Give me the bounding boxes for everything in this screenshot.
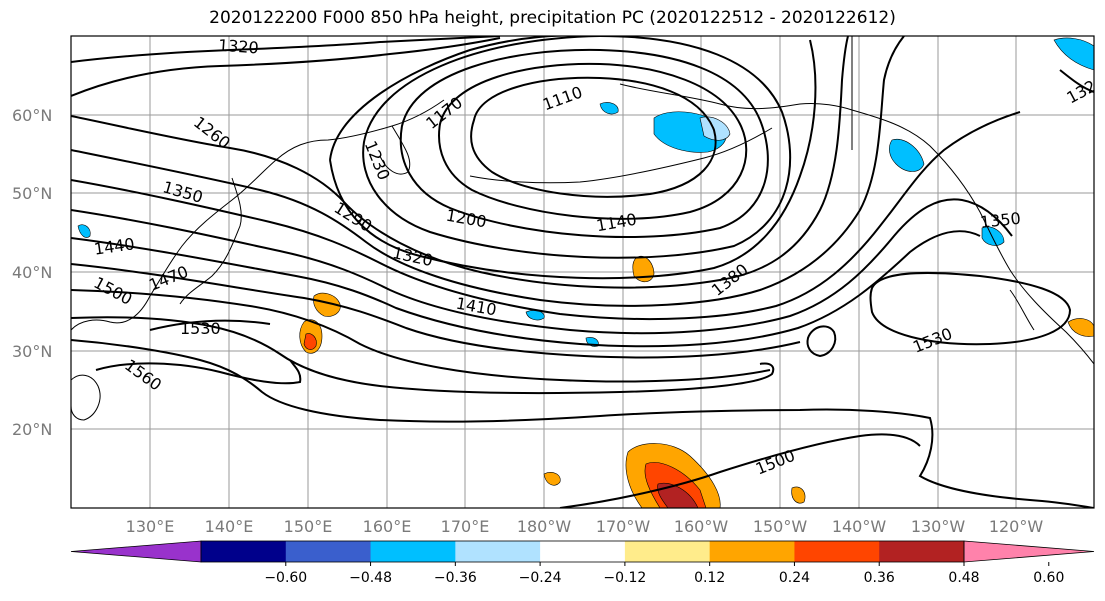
colorbar-extend-low (70, 540, 202, 563)
coast-japan (179, 177, 242, 305)
precip-negative-gulf (889, 138, 925, 172)
colorbar-tick-label: −0.48 (349, 570, 392, 586)
contour-1530-small (806, 325, 837, 358)
contour-1410 (71, 263, 801, 359)
colorbar-swatch (455, 541, 541, 562)
lon-label: 120°W (989, 517, 1044, 536)
lon-label: 170°W (596, 517, 651, 536)
latitude-labels: 60°N 50°N 40°N 30°N 20°N (12, 106, 52, 439)
precip-positive-sw (791, 486, 806, 504)
colorbar-swatch (879, 541, 965, 562)
lat-label: 30°N (12, 342, 52, 361)
colorbar-swatch (794, 541, 880, 562)
precip-negative-coast (981, 226, 1005, 246)
colorbar-tick-label: 0.12 (694, 570, 725, 586)
graticule (71, 36, 1094, 508)
coast-na-west (851, 109, 1094, 365)
lon-label: 160°W (674, 517, 729, 536)
colorbar-swatch (709, 541, 795, 562)
contour-1230b (329, 39, 817, 280)
precip-positive-hawaii (543, 472, 561, 486)
precip-negative-alaska2 (599, 102, 619, 115)
contour-1200 (362, 36, 792, 259)
contour-1530-west (149, 319, 271, 331)
lon-label: 180°W (517, 517, 572, 536)
contour-1290 (71, 36, 905, 307)
lat-label: 40°N (12, 263, 52, 282)
map-frame (70, 35, 1095, 509)
precip-positive-east (1067, 318, 1094, 337)
map-title: 2020122200 F000 850 hPa height, precipit… (209, 8, 896, 28)
contour-top (71, 36, 501, 63)
colorbar-tick-label: 0.24 (779, 570, 810, 586)
contour-1230 (329, 36, 600, 161)
contour-1380 (71, 230, 981, 348)
precip-negative-nw (77, 224, 91, 238)
colorbar-swatch (285, 541, 372, 562)
lon-label: 150°W (753, 517, 808, 536)
colorbar-tick-label: 0.36 (864, 570, 895, 586)
coast-aleutians (469, 127, 773, 184)
colorbar-swatch (370, 541, 456, 562)
contour-1320a (71, 111, 1021, 321)
lat-label: 50°N (12, 184, 52, 203)
coast-asia (71, 99, 445, 331)
precip-positive-west-core (303, 333, 317, 350)
precipitation-shading (77, 37, 1094, 508)
lon-label: 170°E (441, 517, 490, 536)
contour-label: 1320 (217, 36, 259, 58)
lon-label: 130°E (126, 517, 175, 536)
colorbar-swatch (540, 541, 626, 562)
precip-positive-peak (657, 482, 699, 508)
colorbar-tick-label: −0.12 (603, 570, 646, 586)
coastlines (71, 36, 1094, 421)
colorbar: −0.60 −0.48 −0.36 −0.24 −0.12 0.12 0.24 0.36 0.4… (70, 540, 1095, 586)
colorbar-tick-label: −0.24 (519, 570, 562, 586)
contour-1260 (71, 36, 849, 289)
colorbar-tick-label: −0.36 (434, 570, 477, 586)
lat-label: 60°N (12, 106, 52, 125)
lon-label: 140°W (832, 517, 887, 536)
colorbar-tick-label: −0.60 (264, 570, 307, 586)
contour-top2 (71, 37, 501, 97)
precip-positive-west2 (313, 292, 341, 317)
colorbar-swatch (201, 541, 287, 562)
contour-label: 1350 (979, 209, 1021, 232)
contour-1560 (95, 359, 302, 385)
lon-label: 160°E (363, 517, 412, 536)
contour-1530-high (869, 271, 1072, 346)
coast-baja (1009, 289, 1035, 331)
contour-1320-ne (1059, 69, 1094, 93)
contour-1500b (559, 433, 921, 508)
lon-label: 150°E (284, 517, 333, 536)
contour-1110 (470, 76, 717, 198)
precip-negative-ne (1053, 37, 1094, 71)
contour-1440 (71, 289, 771, 383)
precip-negative-alaska-light (699, 116, 731, 141)
colorbar-extend-high (963, 540, 1095, 563)
colorbar-swatch (624, 541, 711, 562)
colorbar-tick-label: 0.60 (1033, 570, 1064, 586)
lon-label: 140°E (205, 517, 254, 536)
contour-1470 (71, 316, 775, 395)
contour-1170 (399, 48, 769, 239)
coast-alaska (619, 83, 853, 111)
contour-label: 1530 (180, 319, 221, 338)
colorbar-outline (200, 540, 965, 563)
contour-1140 (438, 62, 748, 220)
lon-label: 130°W (911, 517, 966, 536)
colorbar-tick-label: 0.48 (948, 570, 979, 586)
height-contours (71, 36, 1094, 508)
lat-label: 20°N (12, 420, 52, 439)
precip-positive-mid (632, 255, 655, 283)
contour-1350 (71, 198, 1013, 335)
longitude-labels: 130°E 140°E 150°E 160°E 170°E 180°W 170°… (126, 517, 1044, 536)
coast-philippines (71, 374, 101, 421)
